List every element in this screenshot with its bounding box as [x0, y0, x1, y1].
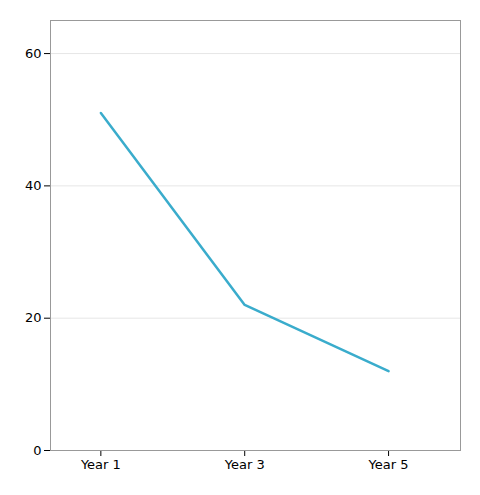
svg-text:60: 60	[25, 46, 42, 61]
svg-text:Year 3: Year 3	[224, 457, 265, 472]
svg-text:Year 5: Year 5	[368, 457, 409, 472]
svg-text:40: 40	[25, 178, 42, 193]
svg-text:0: 0	[33, 443, 41, 458]
svg-text:Year 1: Year 1	[80, 457, 121, 472]
svg-text:20: 20	[25, 310, 42, 325]
